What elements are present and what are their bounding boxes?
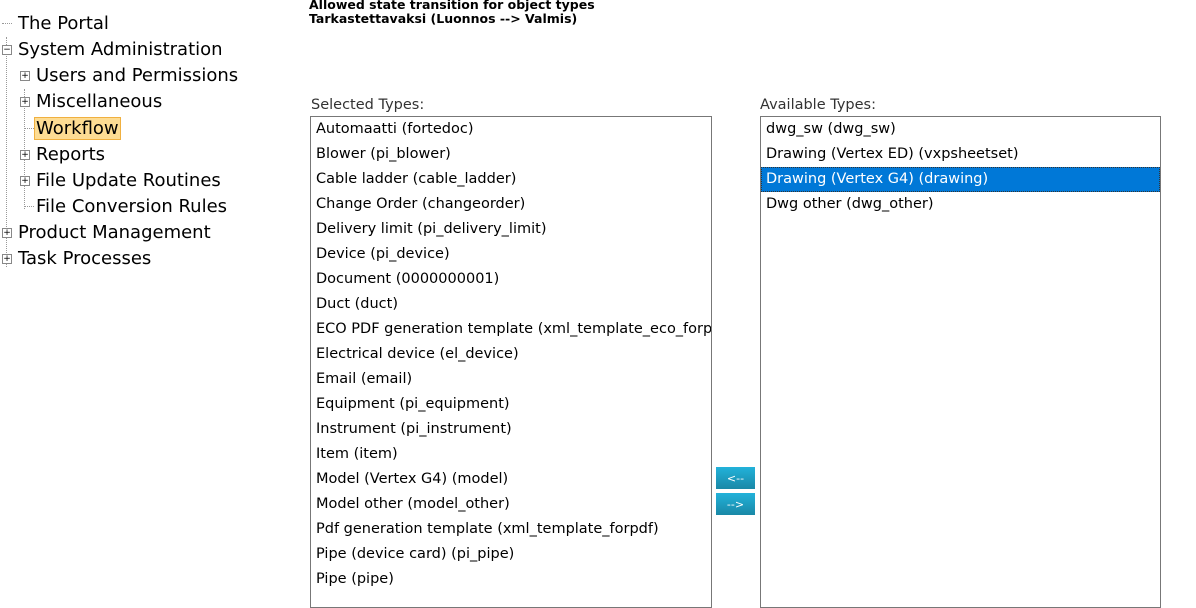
list-option[interactable]: Dwg other (dwg_other) (766, 196, 934, 212)
list-option[interactable]: ECO PDF generation template (xml_templat… (316, 321, 712, 337)
tree-line (6, 37, 7, 267)
list-option[interactable]: Instrument (pi_instrument) (316, 421, 512, 437)
list-option[interactable]: Model other (model_other) (316, 496, 510, 512)
expand-icon[interactable]: + (20, 71, 30, 81)
tree-item-label: Reports (36, 143, 106, 165)
expand-icon[interactable]: + (20, 149, 30, 160)
list-option[interactable]: Pipe (device card) (pi_pipe) (316, 546, 515, 562)
add-to-selected-button[interactable]: <-- (716, 467, 755, 489)
list-option[interactable]: Cable ladder (cable_ladder) (316, 171, 517, 187)
tree-item-the-portal[interactable]: The Portal (0, 11, 111, 37)
tree-item-users-and-permissions[interactable]: + Users and Permissions (18, 63, 240, 89)
list-option[interactable]: dwg_sw (dwg_sw) (766, 121, 896, 137)
page-title: Allowed state transition for object type… (309, 0, 595, 12)
list-option[interactable]: Automaatti (fortedoc) (316, 121, 474, 137)
selected-types-list[interactable]: Automaatti (fortedoc) Blower (pi_blower) C… (310, 116, 712, 608)
expand-icon[interactable]: + (2, 227, 12, 238)
tree-item-system-administration[interactable]: − System Administration (0, 37, 225, 63)
tree-item-workflow[interactable]: Workflow (18, 116, 121, 142)
list-option[interactable]: Duct (duct) (316, 296, 398, 312)
expand-icon[interactable]: + (20, 97, 30, 107)
tree-item-label: System Administration (18, 39, 223, 60)
expand-icon[interactable]: + (20, 175, 30, 186)
tree-item-label: File Conversion Rules (36, 195, 228, 217)
tree-item-reports[interactable]: + Reports (18, 142, 107, 168)
tree-item-task-processes[interactable]: + Task Processes (0, 246, 153, 272)
list-option[interactable]: Change Order (changeorder) (316, 196, 526, 212)
tree-item-label: The Portal (18, 13, 109, 34)
collapse-icon[interactable]: − (2, 45, 12, 55)
tree-item-miscellaneous[interactable]: + Miscellaneous (18, 89, 164, 115)
list-option[interactable]: Email (email) (316, 371, 413, 387)
list-option[interactable]: Drawing (Vertex ED) (vxpsheetset) (766, 146, 1019, 162)
list-option[interactable]: Model (Vertex G4) (model) (316, 471, 509, 487)
tree-connector (2, 23, 12, 24)
available-types-list[interactable]: dwg_sw (dwg_sw) Drawing (Vertex ED) (vxps… (760, 116, 1161, 608)
tree-item-label: Users and Permissions (36, 65, 239, 86)
tree-item-label: Task Processes (18, 247, 152, 269)
page-heading: Allowed state transition for object type… (309, 0, 595, 26)
list-option[interactable]: Delivery limit (pi_delivery_limit) (316, 221, 547, 237)
list-option[interactable]: Electrical device (el_device) (316, 346, 519, 362)
remove-from-selected-button[interactable]: --> (716, 493, 755, 515)
tree-item-file-update-routines[interactable]: + File Update Routines (18, 168, 223, 194)
list-option[interactable]: Pipe (pipe) (316, 571, 394, 587)
tree-item-label: Workflow (34, 116, 121, 140)
tree-item-product-management[interactable]: + Product Management (0, 220, 213, 246)
list-option[interactable]: Drawing (Vertex G4) (drawing) (761, 167, 1160, 192)
tree-connector (24, 127, 34, 129)
available-types-label: Available Types: (760, 97, 876, 113)
tree-item-label: File Update Routines (36, 169, 221, 191)
selected-types-label: Selected Types: (311, 97, 425, 113)
list-option[interactable]: Equipment (pi_equipment) (316, 396, 510, 412)
tree-item-file-conversion-rules[interactable]: File Conversion Rules (18, 194, 229, 220)
list-option[interactable]: Pdf generation template (xml_template_fo… (316, 521, 659, 537)
list-option[interactable]: Document (0000000001) (316, 271, 500, 287)
list-option[interactable]: Blower (pi_blower) (316, 146, 451, 162)
tree-item-label: Miscellaneous (36, 91, 163, 112)
expand-icon[interactable]: + (2, 253, 12, 264)
list-option[interactable]: Device (pi_device) (316, 246, 450, 262)
list-option[interactable]: Item (item) (316, 446, 398, 462)
page-subtitle: Tarkastettavaksi (Luonnos --> Valmis) (309, 11, 578, 26)
tree-line (24, 89, 25, 209)
tree-item-label: Product Management (18, 221, 211, 243)
tree-connector (24, 205, 34, 207)
